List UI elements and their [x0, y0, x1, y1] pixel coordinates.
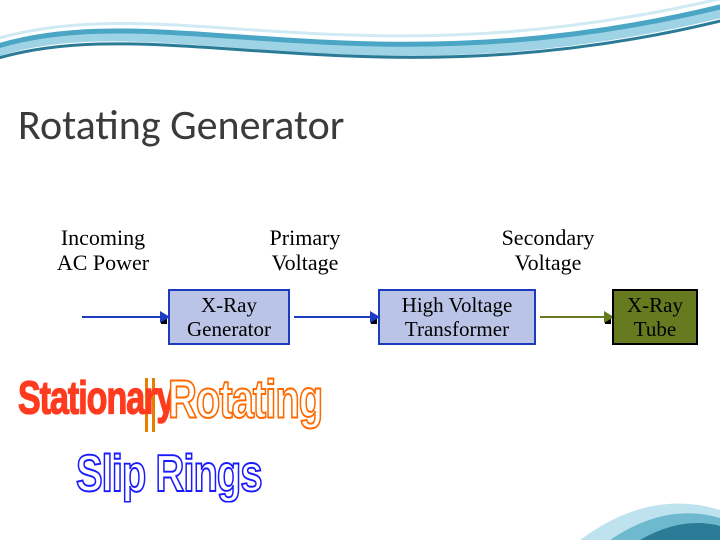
slide-title: Rotating Generator [18, 100, 344, 151]
label-incoming: Incoming AC Power [48, 225, 158, 276]
label-primary-l1: Primary Voltage [270, 225, 341, 275]
box-hv-transformer: High Voltage Transformer [378, 289, 536, 345]
box-xray-tube-text: X-Ray Tube [627, 293, 683, 341]
slide: { "slide": { "width": 720, "height": 540… [0, 0, 720, 540]
wordart-rotating: Rotating [168, 370, 322, 431]
arrow-incoming-to-generator [82, 316, 166, 318]
box-xray-generator: X-Ray Generator [168, 289, 290, 345]
box-hv-transformer-text: High Voltage Transformer [402, 293, 513, 341]
box-xray-generator-text: X-Ray Generator [187, 293, 271, 341]
label-secondary-l1: Secondary Voltage [502, 225, 595, 275]
arrow-transformer-to-tube [540, 316, 610, 318]
label-primary: Primary Voltage [255, 225, 355, 276]
footer-corner [540, 470, 720, 540]
wordart-sliprings: Slip Rings [76, 445, 262, 504]
box-xray-tube: X-Ray Tube [612, 289, 698, 345]
wordart-stationary: Stationary [18, 373, 174, 426]
header-swirl [0, 0, 720, 110]
label-secondary: Secondary Voltage [488, 225, 608, 276]
label-incoming-l1: Incoming AC Power [57, 225, 149, 275]
arrow-generator-to-transformer [294, 316, 376, 318]
